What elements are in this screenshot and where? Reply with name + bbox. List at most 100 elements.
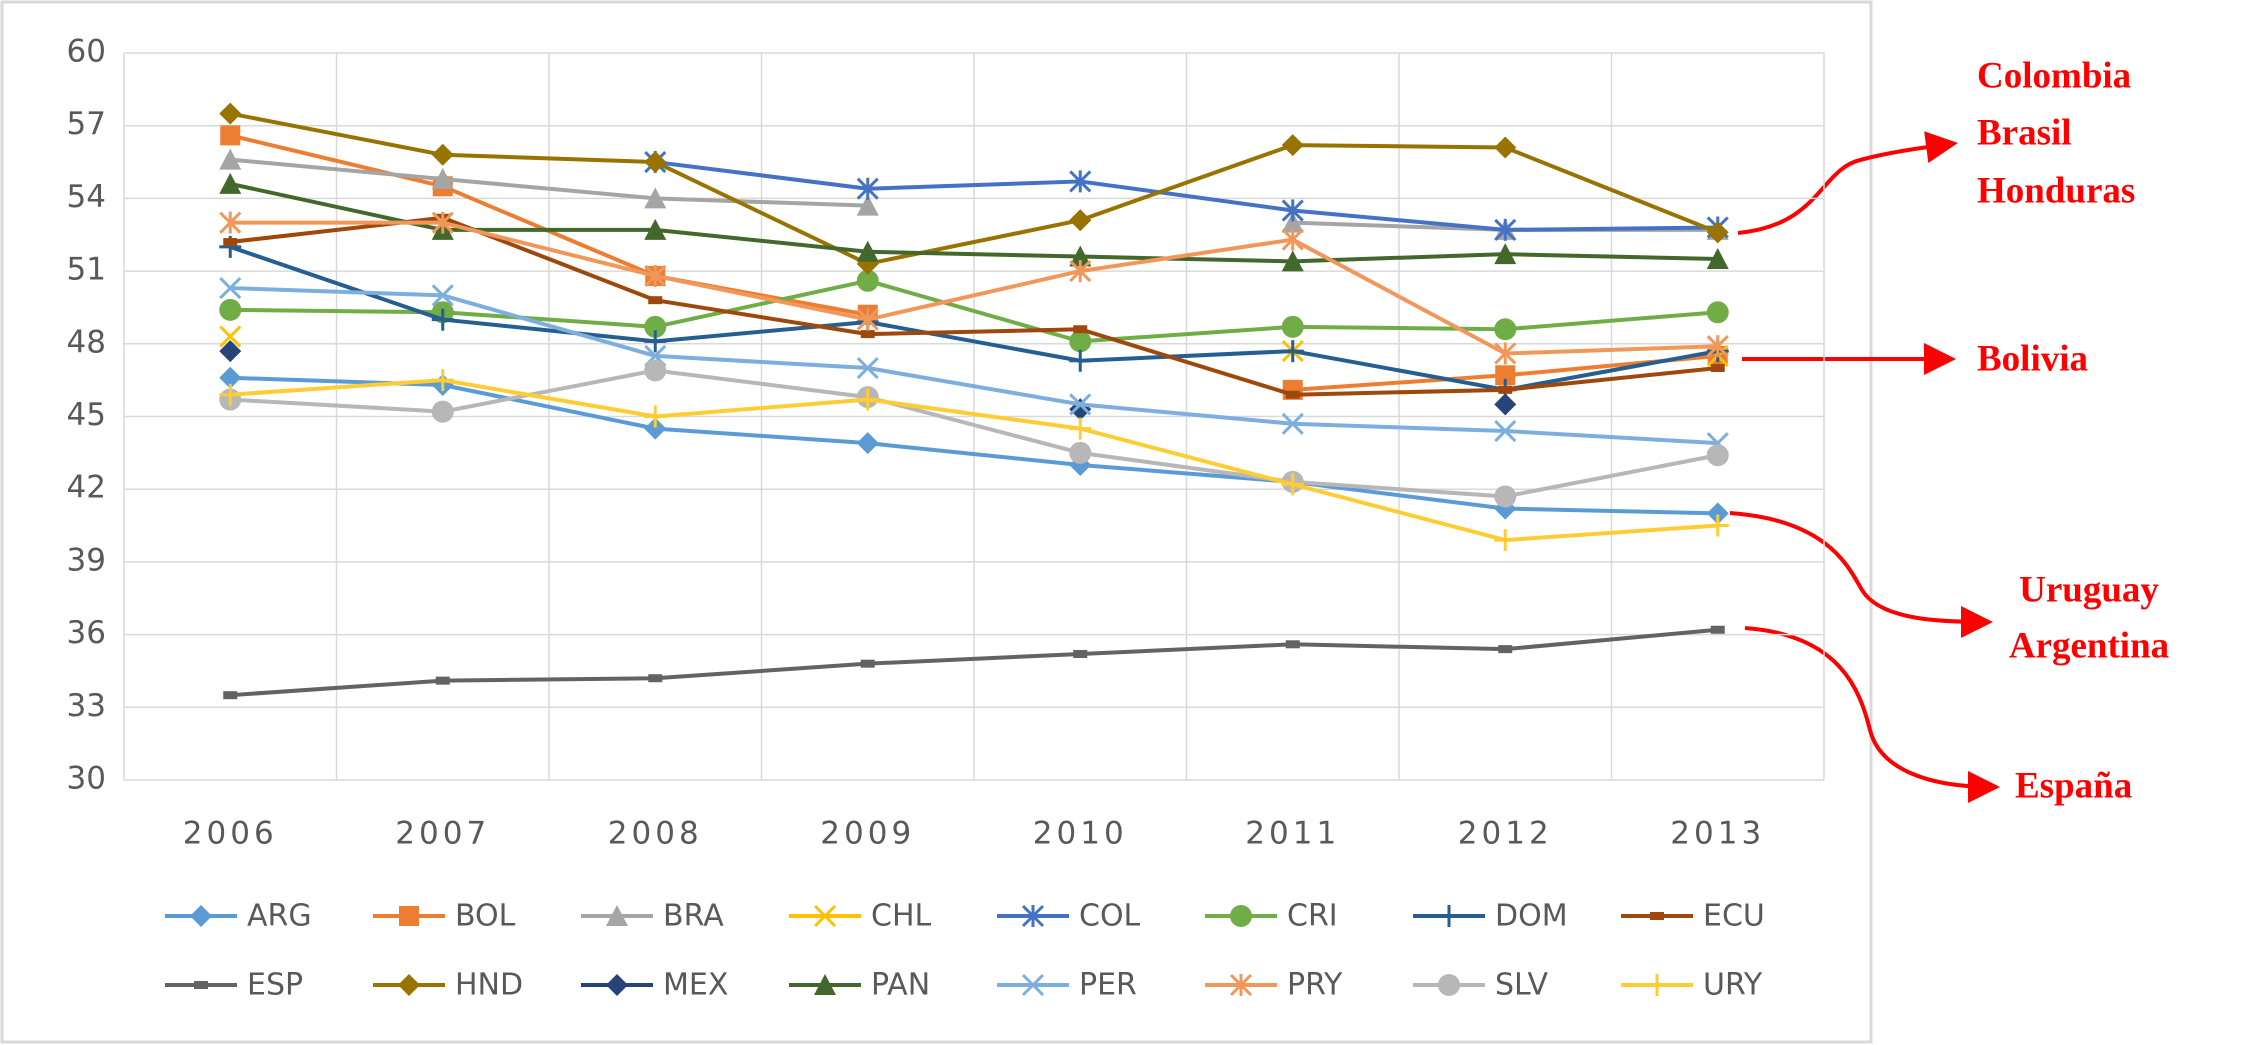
marker bbox=[435, 676, 450, 685]
marker bbox=[1494, 393, 1517, 416]
marker bbox=[219, 102, 242, 125]
legend-label: BRA bbox=[663, 899, 724, 934]
legend-label: ESP bbox=[247, 968, 303, 1003]
marker bbox=[431, 308, 454, 331]
series-line bbox=[229, 244, 1719, 392]
series bbox=[219, 211, 1729, 365]
marker bbox=[644, 187, 667, 209]
series-line bbox=[230, 278, 1718, 344]
legend-label: PRY bbox=[1287, 968, 1343, 1003]
marker bbox=[1494, 485, 1517, 508]
marker bbox=[219, 172, 242, 194]
marker bbox=[1281, 412, 1304, 435]
marker bbox=[648, 674, 663, 683]
annotation: España bbox=[2015, 765, 2132, 806]
marker bbox=[1281, 250, 1304, 272]
annotation: Argentina bbox=[2009, 625, 2169, 666]
annotation-arrows bbox=[1729, 131, 2000, 803]
y-tick-label: 42 bbox=[67, 470, 106, 506]
marker bbox=[1285, 640, 1300, 649]
marker bbox=[1069, 417, 1092, 440]
marker bbox=[1069, 441, 1092, 464]
annotation: Colombia bbox=[1977, 55, 2131, 96]
x-tick-label: 2008 bbox=[608, 816, 703, 852]
y-tick-label: 57 bbox=[67, 106, 106, 142]
marker bbox=[1498, 645, 1513, 654]
legend-label: CRI bbox=[1287, 899, 1338, 934]
series-line bbox=[230, 286, 1718, 446]
annotation: Brasil bbox=[1977, 112, 2072, 153]
marker bbox=[644, 330, 667, 353]
marker bbox=[219, 148, 242, 170]
x-tick-label: 2006 bbox=[183, 816, 278, 852]
marker bbox=[1285, 390, 1300, 399]
marker bbox=[431, 284, 454, 307]
marker bbox=[856, 194, 879, 216]
marker bbox=[648, 296, 663, 305]
marker bbox=[190, 905, 212, 927]
series bbox=[219, 277, 1729, 455]
marker bbox=[606, 905, 628, 926]
legend-label: PAN bbox=[871, 968, 930, 1003]
marker bbox=[1073, 325, 1088, 334]
y-tick-label: 36 bbox=[67, 615, 106, 651]
marker bbox=[1494, 342, 1517, 365]
marker bbox=[1021, 904, 1045, 928]
marker bbox=[1710, 364, 1725, 373]
annotation: Uruguay bbox=[2019, 569, 2159, 610]
arrow bbox=[1737, 131, 1958, 235]
series-line bbox=[230, 627, 1718, 698]
marker bbox=[431, 400, 454, 423]
marker bbox=[1706, 301, 1729, 324]
marker bbox=[644, 417, 667, 440]
x-tick-label: 2009 bbox=[820, 816, 915, 852]
marker bbox=[1494, 318, 1517, 341]
marker bbox=[219, 383, 242, 406]
marker bbox=[431, 211, 454, 234]
marker bbox=[431, 143, 454, 166]
marker bbox=[644, 264, 667, 288]
legend-label: URY bbox=[1703, 968, 1763, 1003]
marker bbox=[1495, 365, 1516, 386]
series bbox=[219, 269, 1729, 353]
series-line bbox=[230, 368, 1719, 499]
marker bbox=[1281, 340, 1304, 363]
legend-label: PER bbox=[1079, 968, 1137, 1003]
marker bbox=[1494, 243, 1517, 265]
marker bbox=[431, 369, 454, 392]
marker bbox=[1706, 444, 1729, 467]
marker bbox=[1069, 260, 1092, 283]
marker bbox=[1281, 473, 1304, 496]
marker bbox=[856, 240, 879, 262]
marker bbox=[223, 691, 238, 700]
series-line bbox=[655, 160, 1718, 232]
marker bbox=[1494, 419, 1517, 443]
marker bbox=[431, 168, 454, 190]
marker bbox=[1706, 335, 1729, 358]
marker bbox=[856, 177, 879, 200]
marker bbox=[219, 277, 242, 300]
arrow bbox=[1744, 626, 2000, 803]
series-line bbox=[229, 111, 1719, 266]
marker bbox=[856, 388, 879, 411]
marker bbox=[219, 325, 242, 348]
marker bbox=[1650, 912, 1664, 920]
marker bbox=[219, 298, 242, 321]
marker bbox=[399, 906, 419, 926]
marker bbox=[1069, 170, 1092, 193]
series bbox=[219, 102, 1729, 275]
series bbox=[219, 369, 1729, 552]
legend-label: DOM bbox=[1495, 899, 1568, 934]
series bbox=[219, 235, 1729, 401]
marker bbox=[223, 238, 238, 247]
marker bbox=[644, 315, 667, 338]
marker bbox=[606, 974, 628, 996]
x-tick-label: 2010 bbox=[1033, 816, 1128, 852]
marker bbox=[1281, 211, 1304, 233]
marker bbox=[1281, 228, 1304, 251]
y-tick-label: 33 bbox=[67, 688, 106, 724]
y-tick-label: 60 bbox=[67, 34, 106, 70]
legend-label: HND bbox=[455, 968, 523, 1003]
arrow bbox=[1729, 511, 1993, 638]
